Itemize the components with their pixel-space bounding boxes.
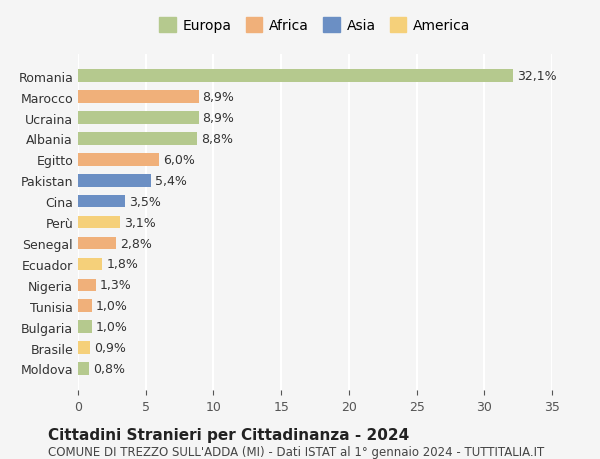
Text: 32,1%: 32,1%: [517, 70, 556, 83]
Bar: [78, 196, 125, 208]
Bar: [78, 258, 103, 271]
Text: COMUNE DI TREZZO SULL'ADDA (MI) - Dati ISTAT al 1° gennaio 2024 - TUTTITALIA.IT: COMUNE DI TREZZO SULL'ADDA (MI) - Dati I…: [48, 445, 544, 458]
Text: 2,8%: 2,8%: [120, 237, 152, 250]
Text: 3,5%: 3,5%: [130, 195, 161, 208]
Bar: [78, 112, 199, 124]
Text: Cittadini Stranieri per Cittadinanza - 2024: Cittadini Stranieri per Cittadinanza - 2…: [48, 427, 409, 442]
Text: 6,0%: 6,0%: [163, 154, 195, 167]
Text: 1,8%: 1,8%: [106, 258, 139, 271]
Bar: [78, 363, 89, 375]
Bar: [78, 300, 92, 312]
Text: 1,0%: 1,0%: [95, 300, 127, 313]
Text: 1,0%: 1,0%: [95, 320, 127, 333]
Bar: [78, 279, 95, 291]
Bar: [78, 321, 92, 333]
Bar: [78, 216, 120, 229]
Text: 1,3%: 1,3%: [100, 279, 131, 291]
Legend: Europa, Africa, Asia, America: Europa, Africa, Asia, America: [159, 18, 471, 33]
Text: 0,9%: 0,9%: [94, 341, 126, 354]
Bar: [78, 174, 151, 187]
Bar: [78, 154, 159, 166]
Text: 8,9%: 8,9%: [203, 112, 235, 125]
Bar: [78, 341, 90, 354]
Text: 8,9%: 8,9%: [203, 91, 235, 104]
Bar: [78, 237, 116, 250]
Bar: [78, 70, 513, 83]
Text: 3,1%: 3,1%: [124, 216, 156, 229]
Text: 0,8%: 0,8%: [93, 362, 125, 375]
Bar: [78, 91, 199, 104]
Text: 8,8%: 8,8%: [201, 133, 233, 146]
Bar: [78, 133, 197, 146]
Text: 5,4%: 5,4%: [155, 174, 187, 187]
